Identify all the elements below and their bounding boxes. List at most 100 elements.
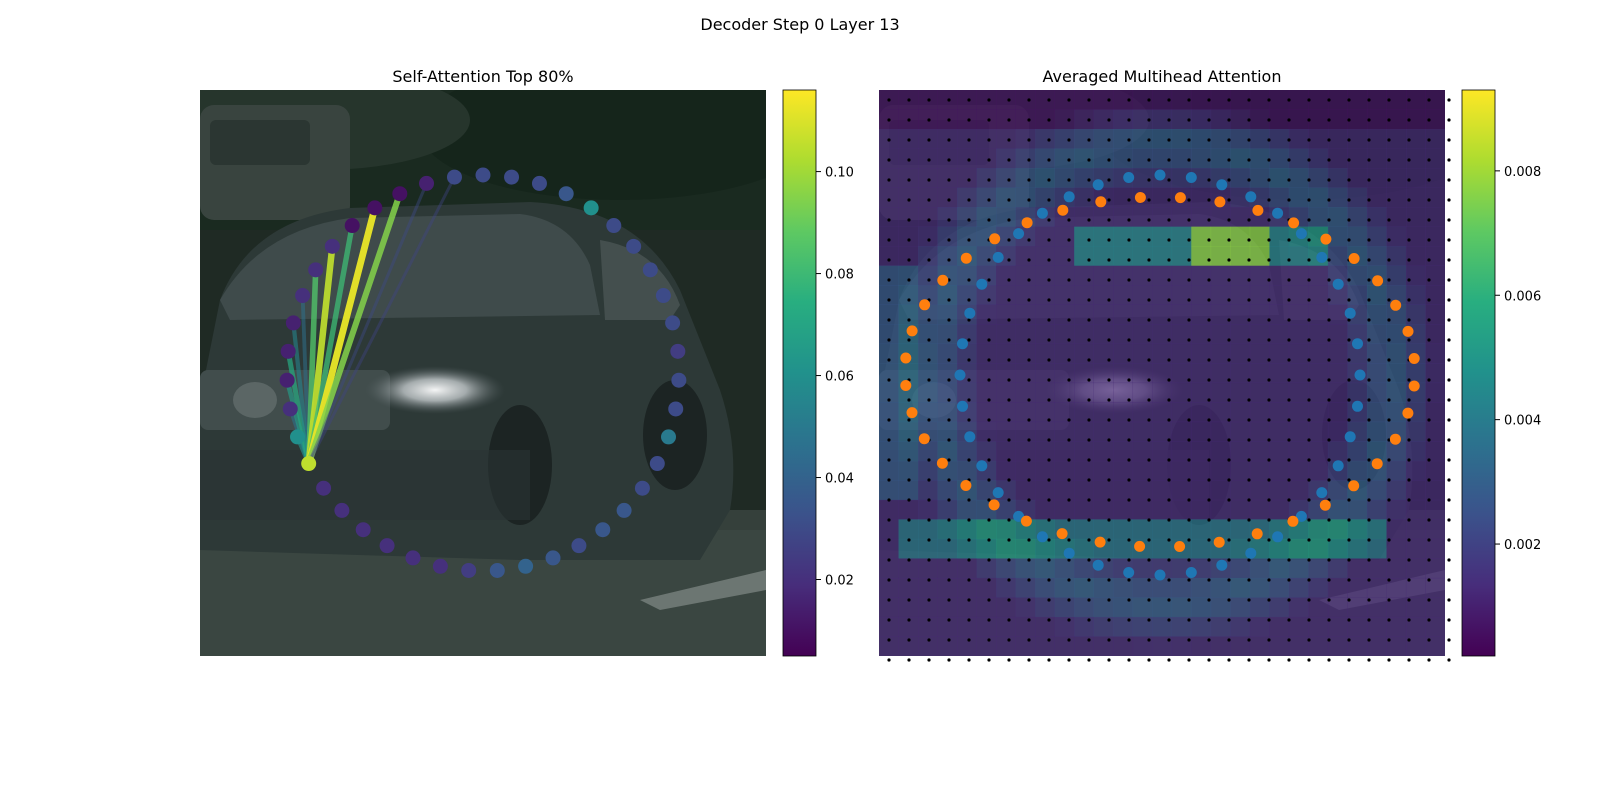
heatmap-cell [1015, 421, 1036, 442]
heatmap-cell [976, 480, 997, 501]
heatmap-cell [1132, 265, 1153, 286]
grid-dot [1267, 258, 1271, 262]
grid-dot [1287, 618, 1291, 622]
heatmap-cell [1191, 304, 1212, 325]
grid-dot [1007, 178, 1011, 182]
grid-dot [907, 418, 911, 422]
heatmap-cell [1269, 499, 1290, 520]
heatmap-cell [1074, 441, 1094, 462]
grid-dot [947, 318, 951, 322]
heatmap-cell [1366, 499, 1387, 520]
heatmap-cell [1405, 207, 1426, 227]
grid-dot [1287, 138, 1291, 142]
heatmap-cell [1327, 402, 1348, 423]
heatmap-cell [1074, 636, 1094, 656]
heatmap-cell [1347, 636, 1368, 656]
grid-dot [1207, 98, 1211, 102]
heatmap-cell [1152, 402, 1173, 423]
heatmap-cell [1288, 168, 1309, 188]
heatmap-cell [879, 324, 899, 345]
grid-dot [1067, 358, 1071, 362]
heatmap-cell [937, 168, 958, 188]
grid-dot [1407, 98, 1411, 102]
orange-point [1251, 528, 1263, 540]
grid-dot [907, 478, 911, 482]
grid-dot [1347, 178, 1351, 182]
boundary-point [379, 538, 395, 554]
grid-dot [1147, 618, 1151, 622]
heatmap-cell [1386, 382, 1407, 403]
grid-dot [1187, 558, 1191, 562]
heatmap-cell [1425, 343, 1445, 364]
grid-dot [1127, 578, 1131, 582]
heatmap-cell [879, 343, 899, 364]
heatmap-cell [1230, 343, 1251, 364]
boundary-point [668, 401, 684, 417]
heatmap-cell [1308, 207, 1329, 227]
heatmap-cell [1269, 265, 1290, 286]
grid-dot [1247, 238, 1251, 242]
grid-dot [1327, 358, 1331, 362]
grid-dot [1147, 218, 1151, 222]
heatmap-cell [1093, 129, 1114, 149]
heatmap-cell [996, 441, 1016, 462]
heatmap-cell [898, 441, 919, 462]
heatmap-cell [1347, 148, 1368, 169]
grid-dot [907, 578, 911, 582]
heatmap-cell [1386, 616, 1407, 637]
grid-dot [1287, 338, 1291, 342]
heatmap-cell [1269, 616, 1290, 637]
grid-dot [1207, 618, 1211, 622]
heatmap-cell [1171, 226, 1192, 247]
grid-dot [1287, 458, 1291, 462]
grid-dot [1307, 598, 1311, 602]
grid-dot [907, 538, 911, 542]
heatmap-cell [1269, 577, 1290, 598]
grid-dot [1027, 658, 1031, 662]
grid-dot [1227, 198, 1231, 202]
heatmap-cell [1425, 441, 1445, 462]
grid-dot [1407, 438, 1411, 442]
blue-point [1245, 547, 1257, 559]
grid-dot [887, 158, 891, 162]
heatmap-cell [1171, 168, 1192, 188]
heatmap-cell [1054, 90, 1075, 110]
blue-point [1352, 400, 1363, 412]
grid-dot [887, 538, 891, 542]
grid-dot [927, 158, 931, 162]
grid-dot [1107, 638, 1111, 642]
heatmap-cell [898, 499, 919, 520]
heatmap-cell [1074, 109, 1094, 130]
heatmap-cell [1171, 616, 1192, 637]
grid-dot [967, 578, 971, 582]
heatmap-cell [976, 363, 997, 384]
heatmap-cell [898, 460, 919, 481]
heatmap-cell [1132, 441, 1153, 462]
boundary-point [419, 175, 435, 191]
grid-dot [1327, 218, 1331, 222]
grid-dot [1147, 598, 1151, 602]
heatmap-cell [1210, 226, 1231, 247]
heatmap-cell [1074, 129, 1094, 149]
heatmap-cell [1327, 480, 1348, 501]
blue-point [1344, 307, 1356, 319]
grid-dot [1207, 398, 1211, 402]
grid-dot [1147, 118, 1151, 122]
heatmap-cell [1171, 499, 1192, 520]
grid-dot [1127, 278, 1131, 282]
heatmap-cell [1288, 577, 1309, 598]
grid-dot [1407, 518, 1411, 522]
heatmap-cell [1171, 597, 1192, 618]
heatmap-cell [879, 616, 899, 637]
heatmap-cell [1210, 343, 1231, 364]
heatmap-cell [1327, 441, 1348, 462]
heatmap-cell [1405, 90, 1426, 110]
heatmap-cell [1035, 480, 1055, 501]
grid-dot [1447, 178, 1451, 182]
heatmap-cell [1425, 616, 1445, 637]
grid-dot [1347, 378, 1351, 382]
grid-dot [987, 478, 991, 482]
heatmap-cell [879, 636, 899, 656]
grid-dot [1367, 598, 1371, 602]
grid-dot [1307, 578, 1311, 582]
